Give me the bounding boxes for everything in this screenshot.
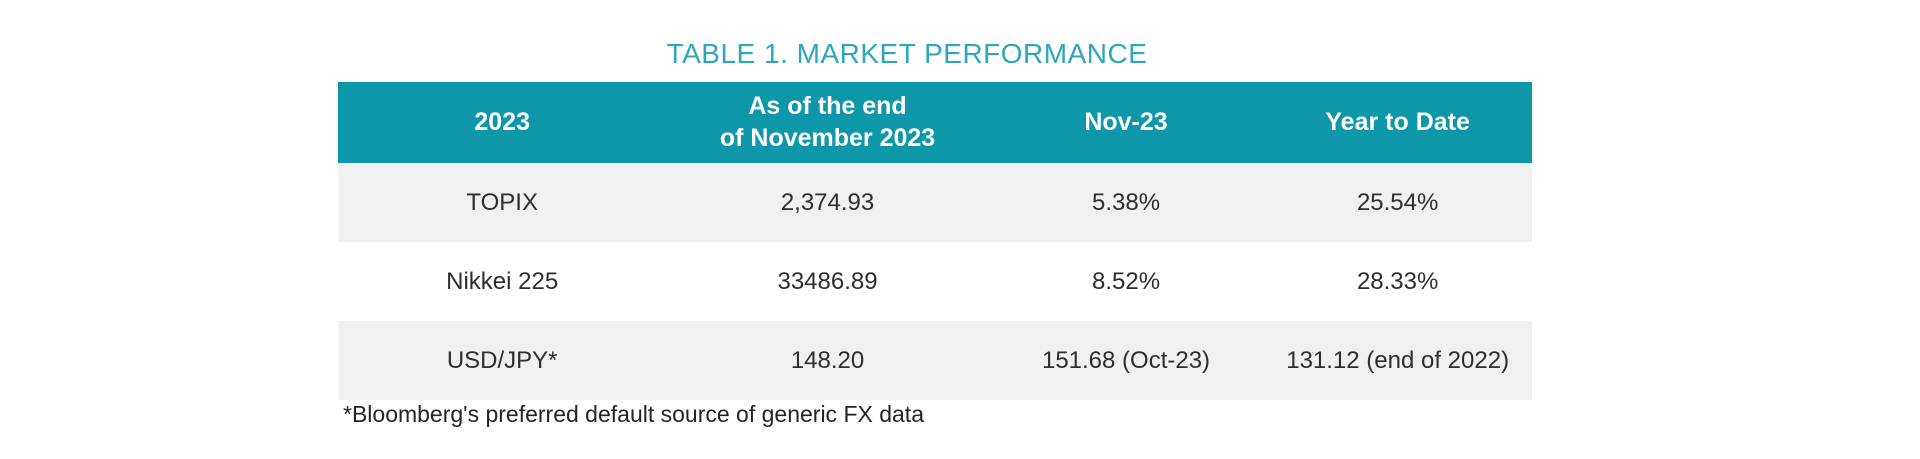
header-cell-year: 2023: [474, 107, 530, 136]
table-cell: 25.54%: [1356, 188, 1439, 216]
table-cell: 151.68 (Oct-23): [1041, 346, 1211, 374]
table-row-topix: TOPIX 2,374.93 5.38% 25.54%: [338, 163, 1532, 242]
table-cell: 8.52%: [1091, 267, 1161, 295]
table-row-nikkei-225: Nikkei 225 33486.89 8.52% 28.33%: [338, 242, 1532, 321]
header-cell-as-of: As of the end of November 2023: [719, 92, 936, 152]
row-label: USD/JPY*: [446, 346, 558, 374]
row-label: Nikkei 225: [446, 267, 559, 295]
table-footnote: *Bloomberg's preferred default source of…: [343, 401, 924, 427]
row-label: TOPIX: [466, 188, 538, 216]
table-cell: 28.33%: [1356, 267, 1439, 295]
table-cell: 131.12 (end of 2022): [1286, 346, 1510, 374]
table-cell: 148.20: [790, 346, 865, 374]
table-row-usd-jpy: USD/JPY* 148.20 151.68 (Oct-23) 131.12 (…: [338, 321, 1532, 400]
header-cell-nov-23: Nov-23: [1084, 107, 1168, 136]
table-cell: 2,374.93: [780, 188, 875, 216]
market-performance-table: 2023 As of the end of November 2023 Nov-…: [338, 82, 1532, 400]
header-cell-year-to-date: Year to Date: [1325, 107, 1470, 136]
table-cell: 33486.89: [777, 267, 878, 295]
table-title: TABLE 1. MARKET PERFORMANCE: [666, 38, 1148, 69]
table-header-row: 2023 As of the end of November 2023 Nov-…: [338, 82, 1532, 163]
table-cell: 5.38%: [1091, 188, 1161, 216]
